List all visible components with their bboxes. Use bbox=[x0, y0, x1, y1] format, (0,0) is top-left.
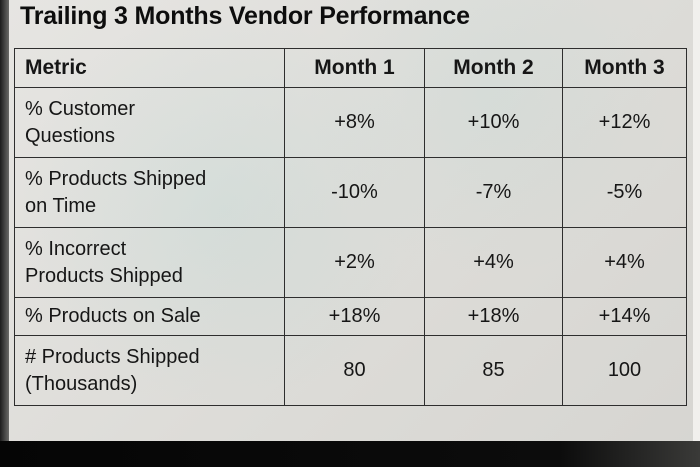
value-cell: +2% bbox=[284, 227, 425, 298]
value-cell: +8% bbox=[284, 87, 425, 158]
table-row: % Products on Sale +18% +18% +14% bbox=[14, 297, 687, 336]
value-cell: -5% bbox=[562, 157, 687, 228]
vendor-performance-table: Metric Month 1 Month 2 Month 3 % Custome… bbox=[14, 48, 687, 406]
table-row: % Incorrect Products Shipped +2% +4% +4% bbox=[14, 227, 687, 298]
value-cell: +14% bbox=[562, 297, 687, 336]
metric-cell: % Incorrect Products Shipped bbox=[14, 227, 285, 298]
photo-left-edge bbox=[0, 0, 9, 441]
value-cell: +10% bbox=[424, 87, 563, 158]
header-row: Metric Month 1 Month 2 Month 3 bbox=[14, 48, 687, 88]
photo-bottom-bar bbox=[0, 441, 700, 467]
photo-right-edge bbox=[693, 0, 700, 441]
value-cell: +18% bbox=[424, 297, 563, 336]
table-row: % Products Shipped on Time -10% -7% -5% bbox=[14, 157, 687, 228]
value-cell: +4% bbox=[562, 227, 687, 298]
value-cell: +12% bbox=[562, 87, 687, 158]
value-cell: +4% bbox=[424, 227, 563, 298]
metric-cell: # Products Shipped (Thousands) bbox=[14, 335, 285, 406]
value-cell: 80 bbox=[284, 335, 425, 406]
table-row: % Customer Questions +8% +10% +12% bbox=[14, 87, 687, 158]
metric-cell: % Products on Sale bbox=[14, 297, 285, 336]
value-cell: +18% bbox=[284, 297, 425, 336]
metric-cell: % Products Shipped on Time bbox=[14, 157, 285, 228]
value-cell: -10% bbox=[284, 157, 425, 228]
header-month-2: Month 2 bbox=[424, 48, 563, 88]
header-metric: Metric bbox=[14, 48, 285, 88]
metric-cell: % Customer Questions bbox=[14, 87, 285, 158]
page-title: Trailing 3 Months Vendor Performance bbox=[20, 2, 470, 30]
header-month-3: Month 3 bbox=[562, 48, 687, 88]
value-cell: 100 bbox=[562, 335, 687, 406]
value-cell: 85 bbox=[424, 335, 563, 406]
table-row: # Products Shipped (Thousands) 80 85 100 bbox=[14, 335, 687, 406]
header-month-1: Month 1 bbox=[284, 48, 425, 88]
value-cell: -7% bbox=[424, 157, 563, 228]
